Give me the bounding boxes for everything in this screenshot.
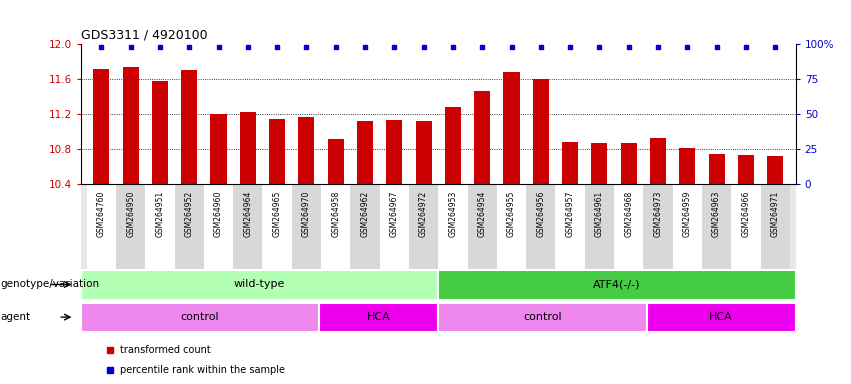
Text: GSM264968: GSM264968 xyxy=(624,191,633,237)
Text: GSM264958: GSM264958 xyxy=(331,191,340,237)
Text: wild-type: wild-type xyxy=(234,280,285,290)
Bar xyxy=(585,184,614,269)
Bar xyxy=(614,184,643,269)
Text: control: control xyxy=(523,312,562,322)
Text: GSM264964: GSM264964 xyxy=(243,191,253,237)
Bar xyxy=(415,121,431,184)
Bar xyxy=(81,303,319,333)
Bar xyxy=(299,117,315,184)
Bar xyxy=(556,184,585,269)
Text: GSM264962: GSM264962 xyxy=(361,191,369,237)
Text: GSM264960: GSM264960 xyxy=(214,191,223,237)
Bar xyxy=(467,184,497,269)
Bar xyxy=(474,91,490,184)
Text: GSM264961: GSM264961 xyxy=(595,191,604,237)
Bar xyxy=(438,270,796,300)
Text: HCA: HCA xyxy=(367,312,391,322)
Text: GSM264973: GSM264973 xyxy=(654,191,662,237)
Bar xyxy=(174,184,204,269)
Bar xyxy=(738,156,754,184)
Bar xyxy=(321,184,351,269)
Bar xyxy=(210,114,226,184)
Text: agent: agent xyxy=(0,312,30,322)
Text: percentile rank within the sample: percentile rank within the sample xyxy=(120,365,285,375)
Bar xyxy=(650,138,666,184)
Bar xyxy=(292,184,321,269)
Bar xyxy=(116,184,146,269)
Bar xyxy=(533,79,549,184)
Bar xyxy=(81,270,438,300)
Bar xyxy=(497,184,526,269)
Bar xyxy=(262,184,292,269)
Text: GSM264970: GSM264970 xyxy=(302,191,311,237)
Bar xyxy=(438,184,467,269)
Text: GSM264953: GSM264953 xyxy=(448,191,458,237)
Bar xyxy=(591,143,608,184)
Text: GSM264966: GSM264966 xyxy=(741,191,751,237)
Bar xyxy=(380,184,409,269)
Text: GSM264955: GSM264955 xyxy=(507,191,516,237)
Bar xyxy=(643,184,672,269)
Bar xyxy=(679,147,695,184)
Text: GSM264959: GSM264959 xyxy=(683,191,692,237)
Bar xyxy=(351,184,380,269)
Bar xyxy=(123,67,139,184)
Bar xyxy=(647,303,796,333)
Text: GSM264957: GSM264957 xyxy=(566,191,574,237)
Bar xyxy=(562,142,578,184)
Bar xyxy=(504,72,520,184)
Bar xyxy=(620,143,637,184)
Text: genotype/variation: genotype/variation xyxy=(0,280,99,290)
Bar xyxy=(94,69,110,184)
Bar xyxy=(319,303,438,333)
Bar xyxy=(233,184,262,269)
Bar xyxy=(87,184,116,269)
Bar xyxy=(240,113,256,184)
Text: GSM264971: GSM264971 xyxy=(771,191,780,237)
Bar xyxy=(181,70,197,184)
Bar xyxy=(672,184,702,269)
Bar xyxy=(146,184,174,269)
Bar xyxy=(151,81,168,184)
Bar xyxy=(204,184,233,269)
Bar xyxy=(702,184,731,269)
Bar xyxy=(767,156,783,184)
Bar xyxy=(731,184,761,269)
Text: GSM264951: GSM264951 xyxy=(156,191,164,237)
Text: ATF4(-/-): ATF4(-/-) xyxy=(593,280,641,290)
Text: GSM264760: GSM264760 xyxy=(97,191,106,237)
Text: GSM264972: GSM264972 xyxy=(419,191,428,237)
Text: control: control xyxy=(180,312,220,322)
Text: GSM264950: GSM264950 xyxy=(126,191,135,237)
Bar xyxy=(709,154,725,184)
Text: GSM264956: GSM264956 xyxy=(536,191,545,237)
Bar xyxy=(445,107,461,184)
Text: GSM264967: GSM264967 xyxy=(390,191,399,237)
Text: GSM264963: GSM264963 xyxy=(712,191,721,237)
Text: GDS3311 / 4920100: GDS3311 / 4920100 xyxy=(81,28,208,41)
Text: HCA: HCA xyxy=(710,312,733,322)
Bar xyxy=(386,120,403,184)
Text: GSM264965: GSM264965 xyxy=(272,191,282,237)
Bar xyxy=(526,184,556,269)
Text: GSM264954: GSM264954 xyxy=(477,191,487,237)
Bar xyxy=(409,184,438,269)
Bar xyxy=(438,303,647,333)
Text: transformed count: transformed count xyxy=(120,345,211,355)
Text: GSM264952: GSM264952 xyxy=(185,191,194,237)
Bar xyxy=(328,139,344,184)
Bar xyxy=(357,121,373,184)
Bar xyxy=(269,119,285,184)
Bar xyxy=(761,184,790,269)
